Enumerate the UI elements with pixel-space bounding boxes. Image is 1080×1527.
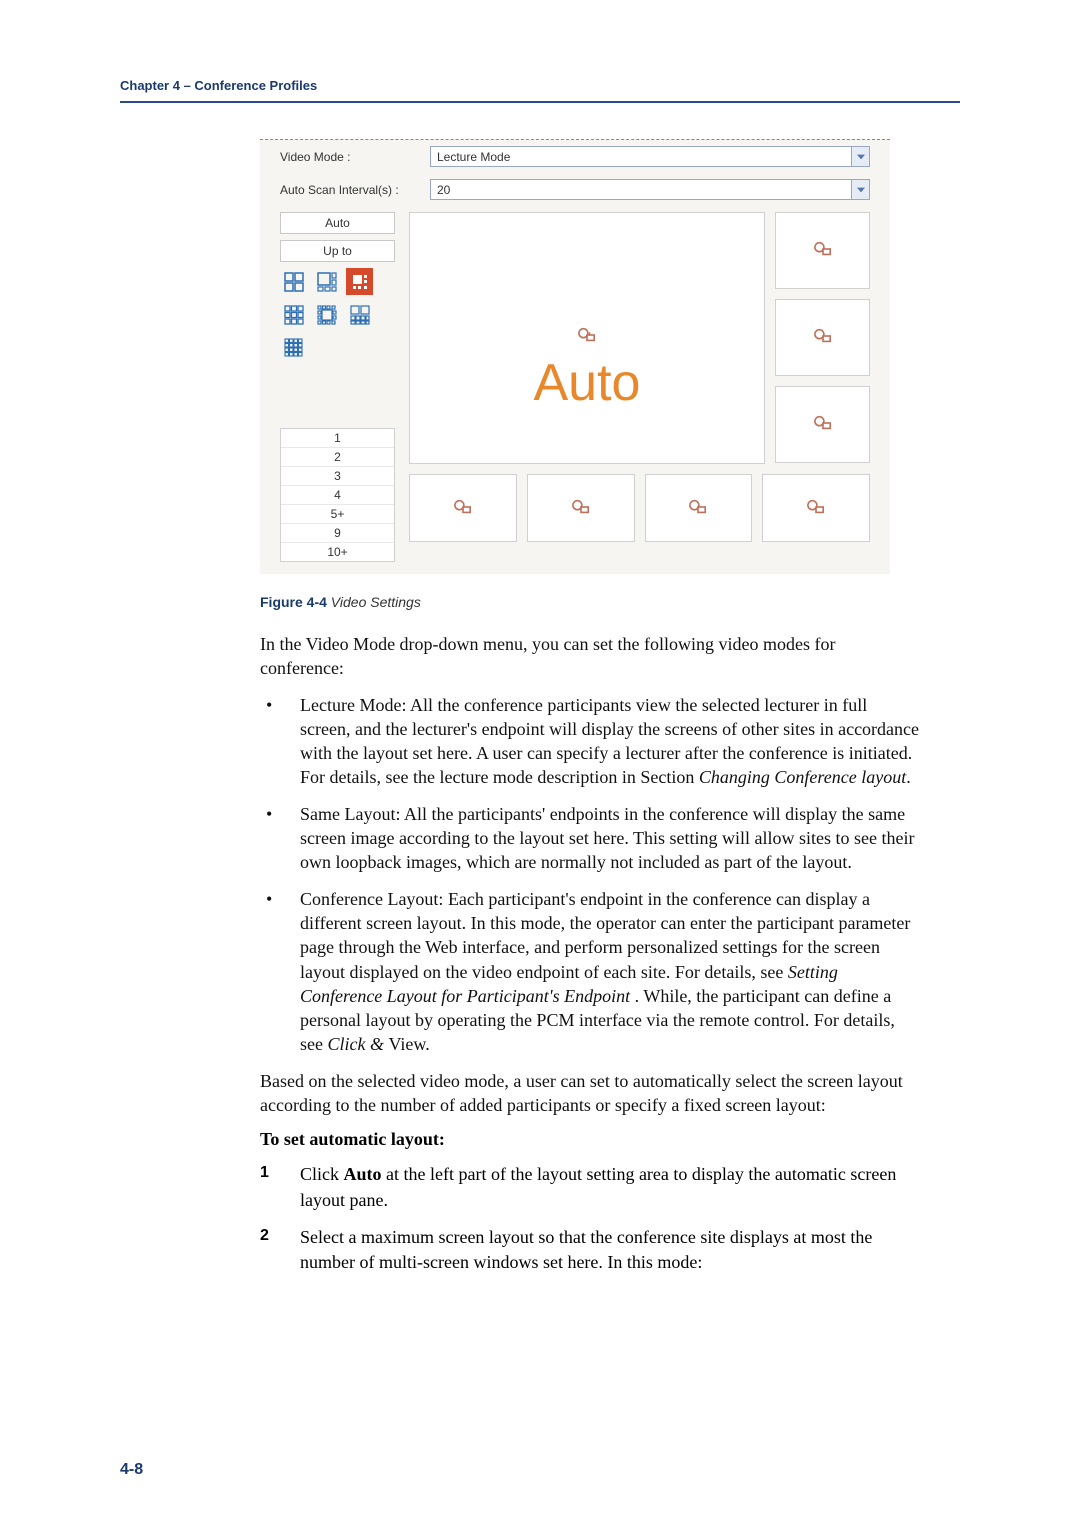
layout-icon-1plus7[interactable]: [346, 268, 373, 295]
camera-icon: [814, 415, 832, 434]
bullet-text: Same Layout: All the participants' endpo…: [300, 802, 920, 875]
preview-side-pane: [775, 212, 870, 289]
number-list-item[interactable]: 10+: [281, 543, 394, 561]
chevron-down-icon[interactable]: [852, 179, 870, 200]
step-item: 1Click Auto at the left part of the layo…: [260, 1162, 920, 1212]
step-text: Select a maximum screen layout so that t…: [300, 1225, 920, 1275]
camera-icon: [814, 241, 832, 260]
step-text: Click Auto at the left part of the layou…: [300, 1162, 920, 1212]
step-item: 2Select a maximum screen layout so that …: [260, 1225, 920, 1275]
layout-icon-1plus3[interactable]: [313, 268, 340, 295]
figure-caption: Figure 4-4 Video Settings: [260, 594, 960, 610]
intro-paragraph: In the Video Mode drop-down menu, you ca…: [260, 632, 920, 681]
camera-icon: [814, 328, 832, 347]
video-mode-select[interactable]: Lecture Mode: [430, 146, 852, 167]
auto-scan-select[interactable]: 20: [430, 179, 852, 200]
paragraph-2: Based on the selected video mode, a user…: [260, 1069, 920, 1118]
preview-bottom-pane: [762, 474, 870, 542]
steps-list: 1Click Auto at the left part of the layo…: [260, 1162, 920, 1275]
camera-icon: [454, 499, 472, 518]
bullet-marker: •: [260, 802, 300, 875]
auto-text-overlay: Auto: [534, 353, 641, 413]
auto-scan-label: Auto Scan Interval(s) :: [280, 183, 430, 197]
preview-side-pane: [775, 299, 870, 376]
bullet-item: •Lecture Mode: All the conference partic…: [260, 693, 920, 790]
number-list-item[interactable]: 9: [281, 524, 394, 543]
chevron-down-icon[interactable]: [852, 146, 870, 167]
bullet-text: Conference Layout: Each participant's en…: [300, 887, 920, 1057]
camera-icon: [578, 327, 596, 346]
figure-screenshot: Video Mode : Lecture Mode Auto Scan Inte…: [260, 139, 960, 574]
bullet-item: •Conference Layout: Each participant's e…: [260, 887, 920, 1057]
camera-icon: [572, 499, 590, 518]
intro-text: In the Video Mode drop-down menu, you ca…: [260, 634, 835, 678]
number-list-item[interactable]: 2: [281, 448, 394, 467]
number-list-item[interactable]: 1: [281, 429, 394, 448]
layout-icon-grid: [280, 268, 395, 361]
bullet-text: Lecture Mode: All the conference partici…: [300, 693, 920, 790]
bullet-marker: •: [260, 693, 300, 790]
number-list: 12345+910+: [280, 428, 395, 562]
layout-icon-4x4[interactable]: [280, 334, 307, 361]
bullet-list: •Lecture Mode: All the conference partic…: [260, 693, 920, 1057]
video-mode-label: Video Mode :: [280, 150, 430, 164]
preview-bottom-pane: [409, 474, 517, 542]
preview-bottom-pane: [645, 474, 753, 542]
bullet-item: •Same Layout: All the participants' endp…: [260, 802, 920, 875]
layout-icon-2x2[interactable]: [280, 268, 307, 295]
upto-button[interactable]: Up to: [280, 240, 395, 262]
figure-number: Figure 4-4: [260, 594, 327, 610]
number-list-item[interactable]: 4: [281, 486, 394, 505]
step-number: 1: [260, 1162, 300, 1212]
camera-icon: [689, 499, 707, 518]
layout-icon-2plus8[interactable]: [346, 301, 373, 328]
preview-bottom-pane: [527, 474, 635, 542]
preview-main-pane: Auto: [409, 212, 765, 464]
header-rule: [120, 101, 960, 103]
auto-button[interactable]: Auto: [280, 212, 395, 234]
number-list-item[interactable]: 5+: [281, 505, 394, 524]
layout-icon-1plus12[interactable]: [313, 301, 340, 328]
chapter-header: Chapter 4 – Conference Profiles: [120, 78, 960, 93]
layout-icon-3x3[interactable]: [280, 301, 307, 328]
number-list-item[interactable]: 3: [281, 467, 394, 486]
page-number: 4-8: [120, 1461, 143, 1479]
camera-icon: [807, 499, 825, 518]
figure-title: Video Settings: [327, 594, 421, 610]
step-number: 2: [260, 1225, 300, 1275]
subheading: To set automatic layout:: [260, 1129, 960, 1150]
preview-side-pane: [775, 386, 870, 463]
bullet-marker: •: [260, 887, 300, 1057]
